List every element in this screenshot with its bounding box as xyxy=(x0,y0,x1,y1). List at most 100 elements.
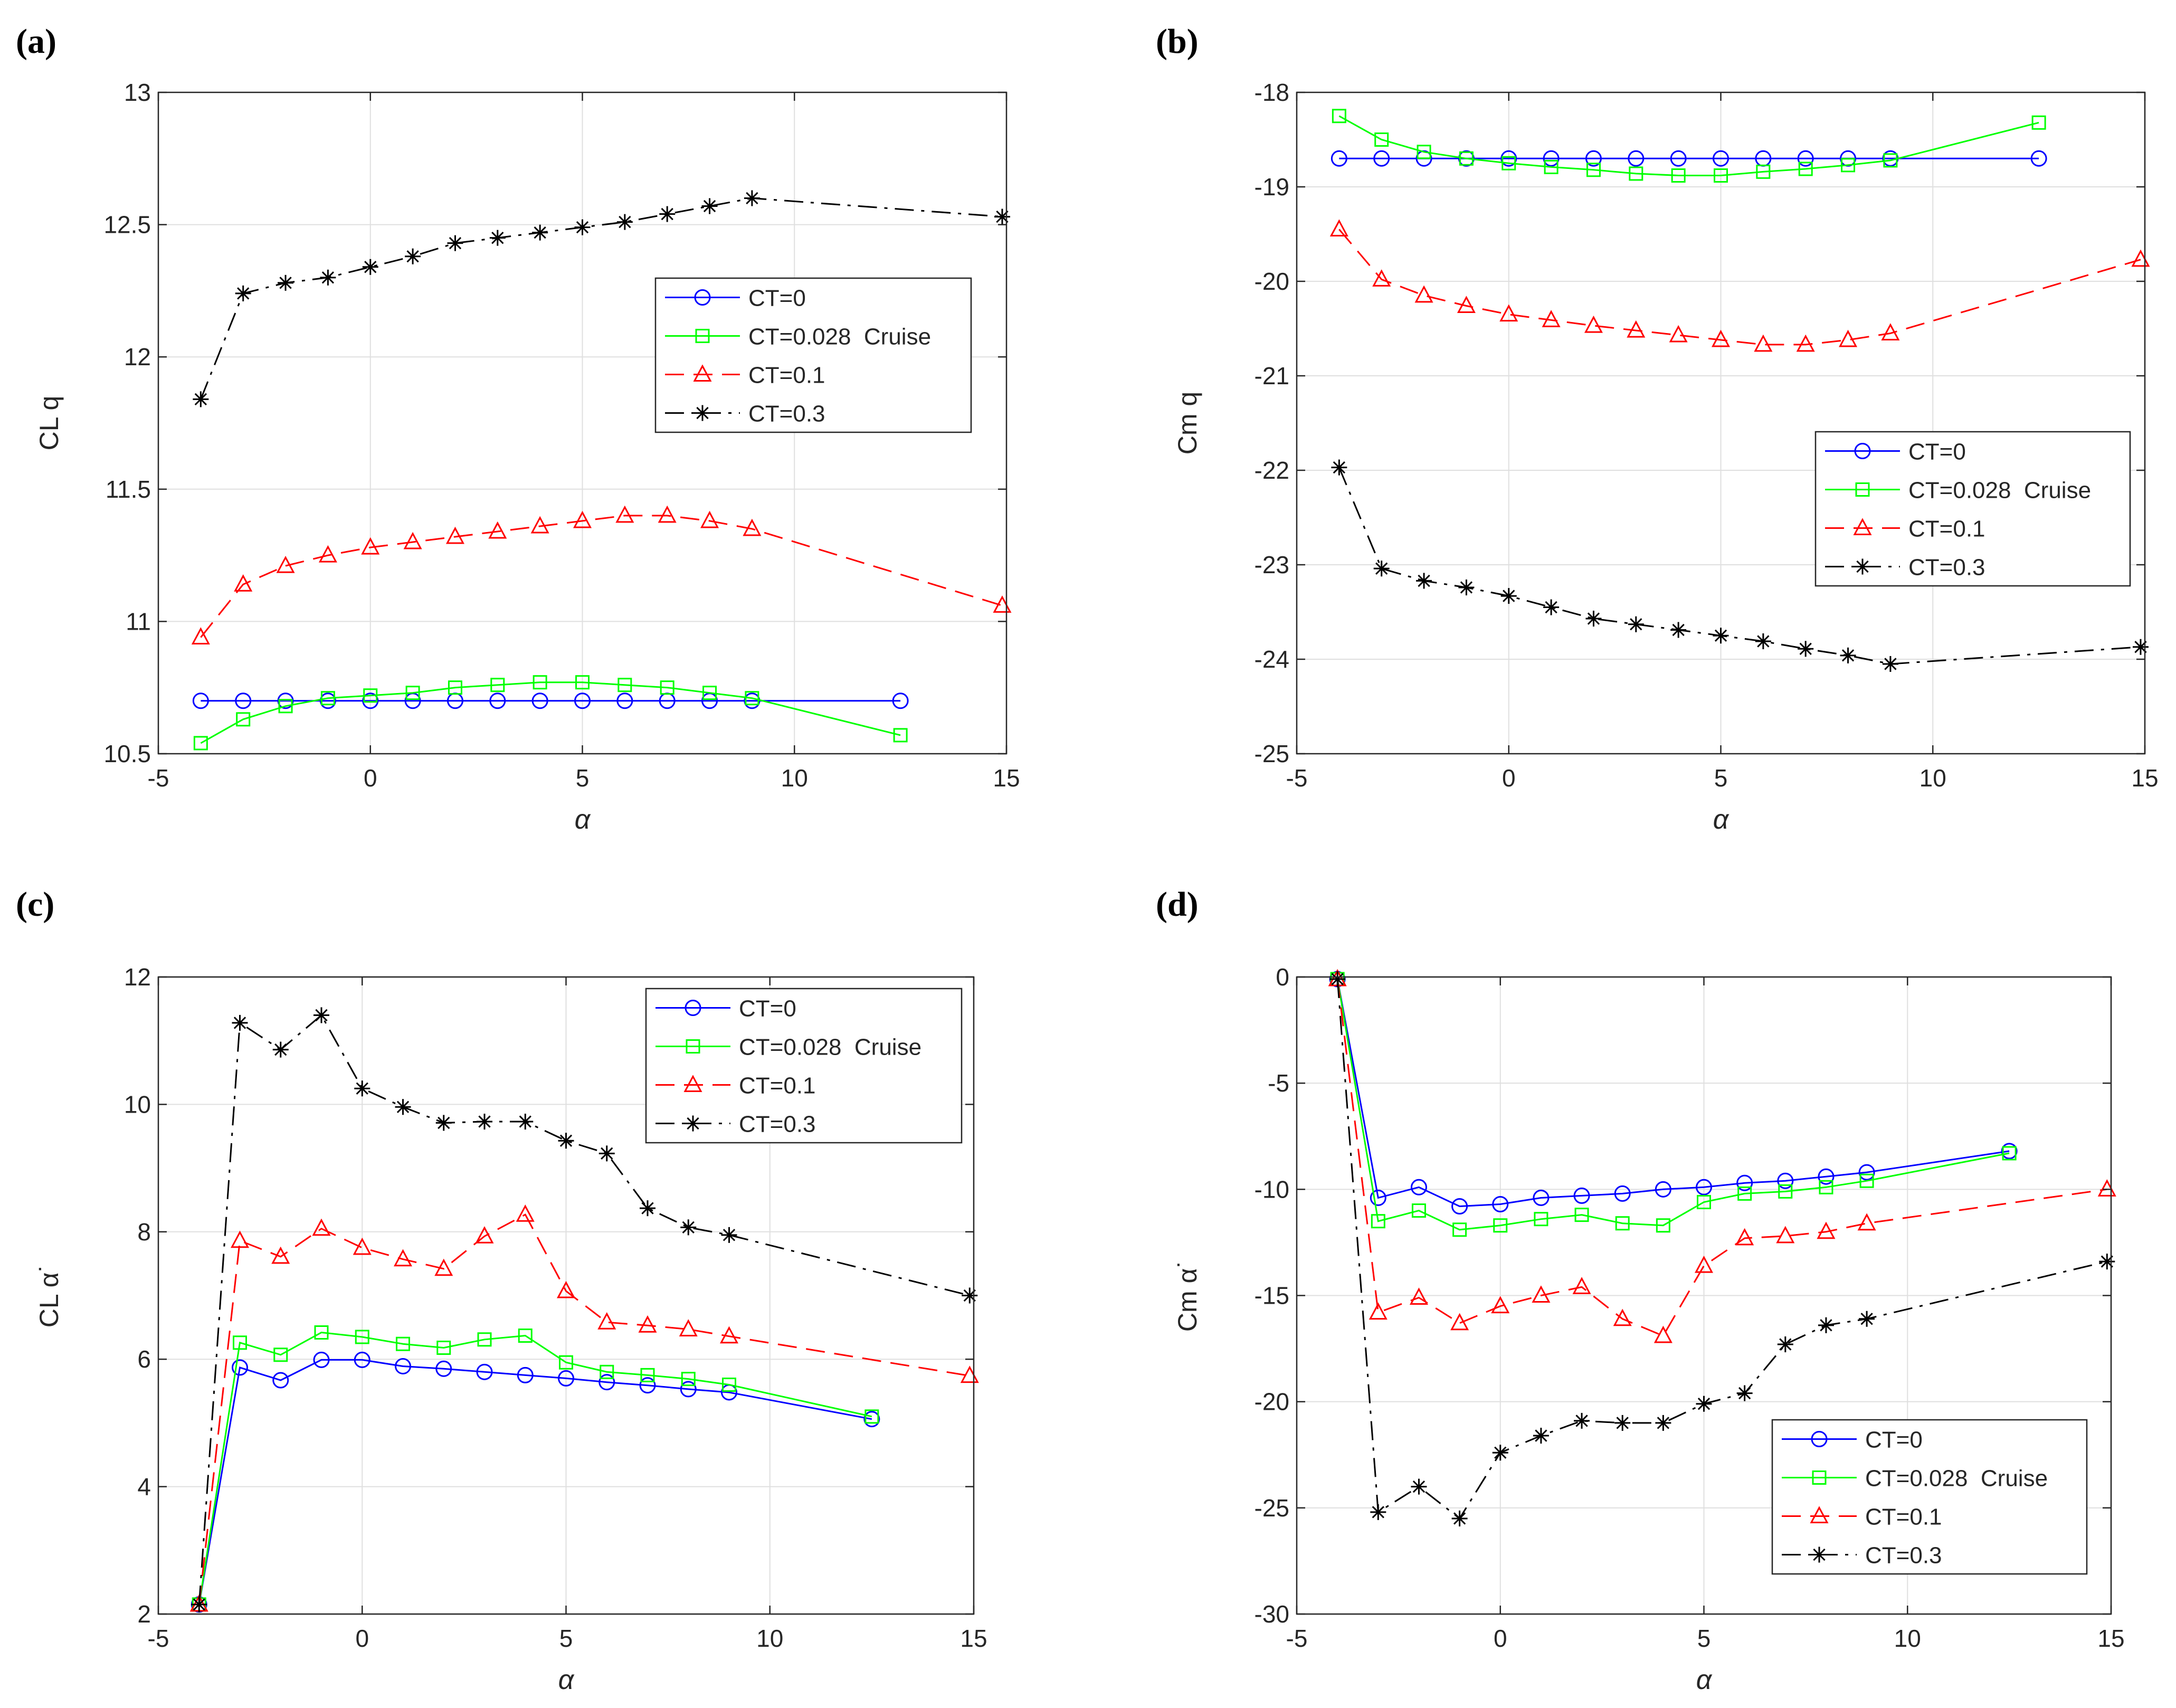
data-point xyxy=(1451,1198,1468,1215)
data-point xyxy=(1670,622,1687,638)
data-point xyxy=(1882,656,1898,672)
data-point xyxy=(232,1014,248,1031)
data-point xyxy=(435,1360,452,1377)
legend: CT=0 CT=0.028 Cruise CT=0.1 CT=0.3 xyxy=(645,988,963,1144)
legend-marker xyxy=(683,1075,702,1092)
data-point xyxy=(1573,1187,1590,1204)
data-point xyxy=(393,1249,413,1267)
data-point xyxy=(864,1409,879,1424)
data-point xyxy=(575,675,590,690)
data-point xyxy=(1696,1396,1712,1412)
data-point xyxy=(1736,1385,1753,1401)
data-point xyxy=(700,510,719,528)
data-point xyxy=(702,686,717,700)
y-tick-label: -5 xyxy=(1268,1069,1289,1097)
data-point xyxy=(320,691,335,706)
y-tick-label: 6 xyxy=(137,1345,151,1373)
legend-marker xyxy=(1812,1470,1827,1485)
data-point xyxy=(319,692,336,709)
data-point xyxy=(517,1367,534,1383)
data-point xyxy=(573,510,592,528)
data-point xyxy=(701,198,718,214)
series-line xyxy=(1336,979,2010,1231)
y-axis-label: Cm q xyxy=(1173,392,1202,454)
legend-marker xyxy=(695,329,710,343)
data-point xyxy=(476,1363,493,1380)
data-point xyxy=(477,1332,492,1347)
data-point xyxy=(680,1219,697,1236)
legend-entry: CT=0.028 Cruise xyxy=(748,324,931,350)
x-tick-label: 10 xyxy=(781,764,808,792)
x-tick-label: 5 xyxy=(559,1625,573,1652)
series-ct-0-3 xyxy=(193,190,1010,407)
data-point xyxy=(395,1099,411,1115)
y-tick-label: 0 xyxy=(1276,963,1289,991)
y-tick-label: 10.5 xyxy=(103,740,151,767)
legend-marker xyxy=(695,405,710,421)
data-point xyxy=(1713,628,1729,644)
x-tick-label: -5 xyxy=(148,1625,169,1652)
y-tick-label: 12 xyxy=(124,963,151,991)
data-point xyxy=(532,224,548,241)
data-point xyxy=(1629,166,1643,181)
data-point xyxy=(518,1329,533,1343)
data-point xyxy=(1574,1208,1589,1222)
data-point xyxy=(598,1374,615,1391)
data-point xyxy=(1654,1325,1673,1343)
series-line xyxy=(198,1359,872,1605)
data-point xyxy=(530,516,549,534)
data-point xyxy=(278,274,294,291)
y-tick-label: 12 xyxy=(124,343,151,371)
legend-box xyxy=(645,988,963,1144)
data-point xyxy=(355,1330,369,1344)
data-point xyxy=(994,208,1010,225)
data-point xyxy=(488,521,507,539)
data-point xyxy=(1756,164,1771,179)
data-point xyxy=(436,1340,451,1355)
panel-b: -5 0 5 10 15 -25 -24 -23 -22 -21 -20 -19 -18 α Cm q (b)… xyxy=(1156,22,2159,835)
data-point xyxy=(1881,323,1900,340)
series-ct-0 xyxy=(191,1351,880,1613)
y-tick-label: -10 xyxy=(1255,1175,1289,1203)
data-point xyxy=(1694,1255,1714,1273)
data-point xyxy=(1372,269,1391,287)
x-tick-label: 10 xyxy=(1920,764,1946,792)
legend-marker xyxy=(1855,482,1870,497)
series-ct-0-3 xyxy=(1331,459,2149,672)
data-point xyxy=(680,1381,697,1398)
legend-box xyxy=(1771,1419,2088,1575)
data-point xyxy=(435,1115,452,1131)
data-point xyxy=(1735,1228,1754,1246)
series-ct-0-028-cruise xyxy=(193,675,908,751)
data-point xyxy=(743,518,762,536)
data-point xyxy=(558,1133,574,1149)
data-point xyxy=(1859,1311,1875,1327)
data-point xyxy=(278,699,293,714)
x-tick-label: 0 xyxy=(364,764,377,792)
legend-marker xyxy=(1853,518,1872,535)
y-tick-label: -15 xyxy=(1255,1282,1289,1310)
series-line xyxy=(200,681,901,744)
data-point xyxy=(354,1080,370,1097)
data-point xyxy=(2002,1146,2017,1161)
data-point xyxy=(1776,1226,1795,1244)
data-point xyxy=(489,692,506,709)
data-point xyxy=(1329,971,1346,988)
data-point xyxy=(559,1355,573,1370)
data-point xyxy=(192,692,209,709)
data-point xyxy=(1777,1336,1793,1353)
data-point xyxy=(361,537,380,555)
data-point xyxy=(744,190,760,206)
data-point xyxy=(233,1335,247,1350)
data-point xyxy=(1819,1180,1833,1194)
data-point xyxy=(363,688,378,703)
data-point xyxy=(1671,168,1686,183)
panel-label: (d) xyxy=(1156,885,1199,924)
data-point xyxy=(640,1200,655,1217)
data-point xyxy=(445,526,464,544)
data-point xyxy=(191,627,210,644)
data-point xyxy=(1736,1174,1753,1191)
legend-marker xyxy=(1811,1431,1828,1447)
data-point xyxy=(1370,1504,1386,1520)
data-point xyxy=(1778,1184,1793,1199)
